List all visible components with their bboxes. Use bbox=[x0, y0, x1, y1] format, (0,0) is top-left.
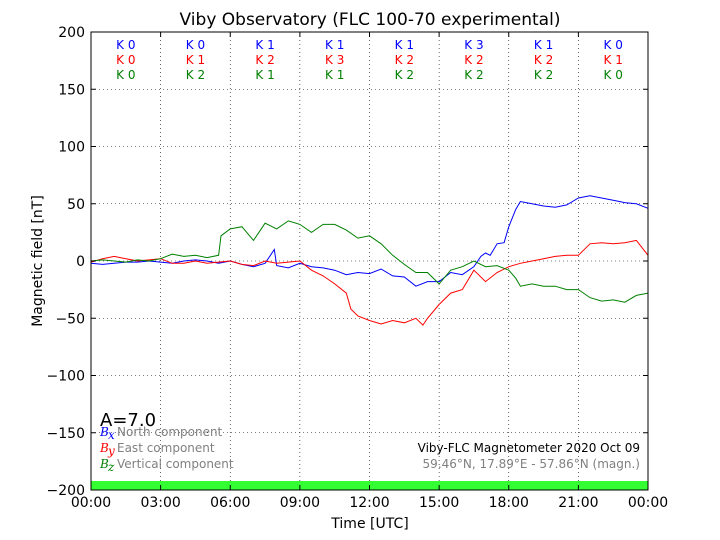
y-axis-label: Magnetic field [nT] bbox=[30, 195, 46, 327]
chart-title: Viby Observatory (FLC 100-70 experimenta… bbox=[180, 10, 561, 30]
y-tick-label: −150 bbox=[47, 426, 85, 442]
legend-label: North component bbox=[117, 425, 223, 439]
k-index-label: K 2 bbox=[464, 53, 483, 67]
k-index-label: K 1 bbox=[325, 38, 344, 52]
legend-label: East component bbox=[117, 441, 215, 455]
k-index-label: K 2 bbox=[186, 68, 205, 82]
k-index-label: K 2 bbox=[255, 53, 274, 67]
x-tick-label: 09:00 bbox=[280, 495, 320, 511]
k-index-label: K 0 bbox=[116, 53, 135, 67]
x-tick-label: 03:00 bbox=[140, 495, 180, 511]
x-tick-label: 21:00 bbox=[558, 495, 598, 511]
k-index-label: K 0 bbox=[604, 38, 623, 52]
y-tick-label: 150 bbox=[58, 82, 85, 98]
y-tick-label: −200 bbox=[47, 483, 85, 499]
series-line-z bbox=[90, 220, 649, 303]
k-index-label: K 0 bbox=[116, 68, 135, 82]
k-index-label: K 2 bbox=[395, 68, 414, 82]
x-axis-label: Time [UTC] bbox=[330, 516, 408, 532]
x-tick-label: 18:00 bbox=[489, 495, 529, 511]
y-tick-label: 50 bbox=[67, 197, 85, 213]
x-tick-label: 06:00 bbox=[210, 495, 250, 511]
k-index-label: K 1 bbox=[395, 38, 414, 52]
legend-symbol: B bbox=[99, 457, 109, 471]
k-index-label: K 0 bbox=[116, 38, 135, 52]
legend-symbol: B bbox=[99, 441, 109, 455]
series-line-x bbox=[90, 195, 649, 287]
k-index-label: K 2 bbox=[464, 68, 483, 82]
y-tick-label: 0 bbox=[76, 254, 85, 270]
y-tick-label: −100 bbox=[47, 369, 85, 385]
x-tick-label: 12:00 bbox=[349, 495, 389, 511]
legend-subscript: x bbox=[108, 428, 115, 442]
grid bbox=[91, 32, 648, 490]
y-tick-label: 200 bbox=[58, 25, 85, 41]
k-index-label: K 1 bbox=[534, 38, 553, 52]
k-index-label: K 0 bbox=[604, 68, 623, 82]
series-group bbox=[90, 195, 649, 326]
y-tick-label: −50 bbox=[55, 311, 85, 327]
ticks: 00:00 03:00 06:00 09:00 12:00 15:00 18:00 21:00… bbox=[47, 25, 669, 511]
k-index-label: K 3 bbox=[325, 53, 344, 67]
x-tick-label: 15:00 bbox=[419, 495, 459, 511]
y-tick-label: 100 bbox=[58, 140, 85, 156]
legend-label: Vertical component bbox=[117, 457, 234, 471]
legend-symbol: B bbox=[99, 425, 109, 439]
k-index-label: K 3 bbox=[464, 38, 483, 52]
x-tick-label: 00:00 bbox=[628, 495, 668, 511]
series-line-y bbox=[90, 239, 649, 326]
k-index-label: K 2 bbox=[395, 53, 414, 67]
k-index-label: K 1 bbox=[255, 68, 274, 82]
k-index-label: K 1 bbox=[255, 38, 274, 52]
a-index-label: A=7.0 bbox=[100, 410, 156, 431]
legend-subscript: y bbox=[107, 444, 115, 458]
k-index-label: K 1 bbox=[325, 68, 344, 82]
k-index-label: K 1 bbox=[186, 53, 205, 67]
k-index-label: K 0 bbox=[186, 38, 205, 52]
k-index-label: K 1 bbox=[604, 53, 623, 67]
legend-subscript: z bbox=[107, 460, 115, 474]
k-index-label: K 2 bbox=[534, 68, 553, 82]
x-tick-label: 00:00 bbox=[71, 495, 111, 511]
coordinates-label: 59.46°N, 17.89°E - 57.86°N (magn.) bbox=[423, 457, 640, 471]
station-label: Viby-FLC Magnetometer 2020 Oct 09 bbox=[418, 441, 640, 455]
k-index-label: K 2 bbox=[534, 53, 553, 67]
